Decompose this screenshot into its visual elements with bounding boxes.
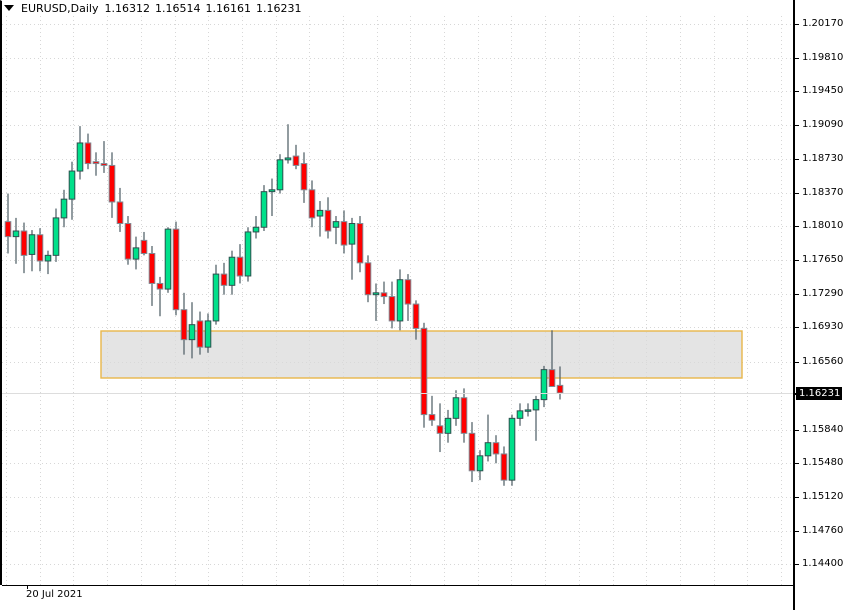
ohlc-open: 1.16312: [104, 1, 150, 15]
price-axis-label: 1.19810: [802, 51, 844, 63]
price-axis-tick: [795, 497, 799, 498]
ohlc-low: 1.16161: [205, 1, 251, 15]
price-axis-tick: [795, 327, 799, 328]
price-axis-tick: [795, 91, 799, 92]
triangle-down-icon[interactable]: [4, 5, 14, 11]
price-axis-label: 1.14760: [802, 524, 844, 536]
time-axis-tick: [27, 585, 28, 589]
price-axis-label: 1.18010: [802, 220, 844, 232]
price-axis-label: 1.17290: [802, 287, 844, 299]
price-axis-label: 1.16930: [802, 321, 844, 333]
price-axis-label: 1.15480: [802, 457, 844, 469]
price-axis-tick: [795, 159, 799, 160]
chart-plot-area[interactable]: [2, 16, 793, 585]
price-axis-label: 1.16560: [802, 356, 844, 368]
symbol-name: EURUSD,Daily: [21, 1, 99, 15]
price-axis-tick: [795, 226, 799, 227]
price-axis-tick: [795, 294, 799, 295]
price-axis-label: 1.14400: [802, 558, 844, 570]
price-axis-tick: [795, 430, 799, 431]
price-axis-label: 1.15120: [802, 491, 844, 503]
price-axis-tick: [795, 362, 799, 363]
ohlc-close: 1.16231: [255, 1, 302, 15]
price-axis-label: 1.15840: [802, 423, 844, 435]
price-axis-tick: [795, 463, 799, 464]
time-axis[interactable]: 20 Jul 202130 Jul 202111 Aug 202123 Aug …: [0, 585, 793, 610]
current-price-tag: 1.16231: [796, 386, 843, 400]
price-axis-tick: [795, 531, 799, 532]
price-axis-label: 1.18730: [802, 152, 844, 164]
candles-group: [4, 124, 564, 486]
price-axis-tick: [795, 564, 799, 565]
time-axis-line: [2, 585, 793, 586]
ohlc-values: 1.16312 1.16514 1.16161 1.16231: [104, 2, 301, 15]
price-axis-tick: [795, 193, 799, 194]
axis-corner: [793, 585, 844, 610]
price-axis-tick: [795, 260, 799, 261]
price-axis-tick: [795, 24, 799, 25]
price-axis-label: 1.18370: [802, 186, 844, 198]
price-axis-tick: [795, 125, 799, 126]
price-axis[interactable]: 1.20170 1.19810 1.19450 1.19090 1.18730 1.183…: [793, 0, 844, 610]
time-axis-label: 20 Jul 2021: [26, 589, 83, 600]
price-axis-label: 1.20170: [802, 18, 844, 29]
price-axis-label: 1.17650: [802, 254, 844, 266]
candlestick-svg: [2, 16, 793, 585]
symbol-bar: EURUSD,Daily 1.16312 1.16514 1.16161 1.1…: [4, 1, 306, 15]
price-axis-label: 1.19090: [802, 119, 844, 131]
ohlc-high: 1.16514: [154, 1, 201, 15]
current-price-tick: [793, 393, 798, 395]
price-axis-tick: [795, 58, 799, 59]
price-axis-label: 1.19450: [802, 85, 844, 97]
